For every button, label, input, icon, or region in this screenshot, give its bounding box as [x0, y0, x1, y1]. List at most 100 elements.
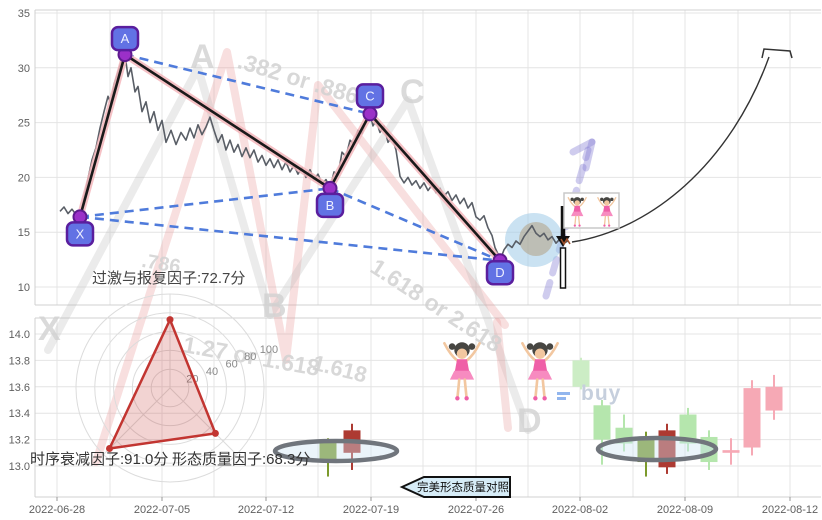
- compare-note-label: 完美形态质量对照: [417, 482, 509, 494]
- candle: [572, 360, 590, 387]
- dancer-shoe: [603, 224, 606, 227]
- radar-polygon: [108, 318, 217, 450]
- pattern-label-box: [110, 25, 140, 52]
- dancer-arm: [465, 341, 481, 363]
- dancer-bodice: [532, 359, 548, 372]
- x-tick-label: 2022-07-12: [238, 504, 294, 516]
- y-tick-label: 20: [18, 172, 30, 184]
- radar-scale-label: 100: [260, 344, 278, 356]
- x-tick-label: 2022-06-28: [29, 504, 85, 516]
- dancer-arm: [521, 341, 537, 363]
- dancer-icon: [443, 341, 481, 401]
- buy-watermark-label: buy: [581, 382, 622, 405]
- dancer-leg: [603, 215, 607, 226]
- dancer-shoe: [464, 396, 469, 401]
- dancer-leg: [534, 378, 539, 398]
- watermark-letter: B: [262, 287, 287, 325]
- dancer-face: [534, 348, 546, 360]
- dancer-tutu: [527, 370, 553, 380]
- dancer-hair: [610, 197, 614, 202]
- x-tick-label: 2022-07-05: [134, 504, 190, 516]
- x-tick-label: 2022-07-26: [448, 504, 504, 516]
- watermark-letter: D: [517, 402, 542, 440]
- dancer-tutu: [600, 211, 613, 217]
- buy-dash-icon: [557, 397, 566, 400]
- dancer-bodice: [454, 359, 470, 372]
- x-tick-label: 2022-07-19: [343, 504, 399, 516]
- dancer-arm: [443, 341, 459, 363]
- dancer-icon: [567, 197, 587, 227]
- dancer-leg: [463, 378, 468, 398]
- candle: [637, 438, 655, 463]
- buy-dash-icon: [557, 392, 570, 395]
- dancer-leg: [456, 378, 461, 398]
- candle-ellipse-ring: [595, 435, 719, 463]
- dancer-hair: [600, 197, 604, 202]
- watermark-ratio: .382 or .886: [235, 48, 362, 110]
- pattern-label: B: [326, 198, 335, 213]
- radar-scale-label: 80: [244, 351, 256, 363]
- pattern-label: A: [121, 31, 130, 46]
- y-tick-label: 13.6: [9, 382, 30, 394]
- y-tick-label: 13.0: [9, 461, 30, 473]
- time-decay-factor-label: 时序衰减因子:91.0分: [30, 451, 169, 468]
- dancer-shoe: [533, 396, 538, 401]
- pattern-label-box: [65, 221, 95, 247]
- candle-ellipse-ring: [272, 438, 400, 464]
- dancer-bodice: [573, 205, 581, 212]
- radar-spoke: [169, 387, 237, 455]
- dancer-face: [574, 200, 580, 206]
- shape-quality-factor-label: 形态质量因子:68.3分: [172, 451, 311, 468]
- watermark-letter: C: [400, 73, 425, 111]
- dancer-hair: [526, 343, 534, 350]
- candle: [319, 439, 337, 461]
- dancer-leg: [607, 215, 610, 226]
- dancer-shoe: [578, 224, 581, 227]
- y-tick-label: 14.0: [9, 329, 30, 341]
- y-tick-label: 10: [18, 282, 30, 294]
- dancer-arm: [608, 197, 617, 208]
- candle: [722, 450, 740, 453]
- overshoot-factor-label: 过激与报复因子:72.7分: [92, 270, 246, 287]
- pattern-label: X: [76, 226, 85, 241]
- dancer-hair: [570, 197, 574, 202]
- watermark-letter: X: [38, 310, 61, 348]
- y-tick-label: 13.4: [9, 408, 30, 420]
- dancer-arm: [578, 197, 587, 208]
- dancer-face: [604, 200, 610, 206]
- dancer-arm: [567, 197, 576, 208]
- radar-scale-label: 40: [206, 366, 218, 378]
- dancer-leg: [577, 215, 581, 226]
- dancer-hair: [546, 343, 554, 350]
- compare-arrow-box: [399, 476, 511, 498]
- watermark-letter: A: [190, 38, 215, 76]
- dancer-hair: [580, 197, 584, 202]
- dancer-arm: [543, 341, 559, 363]
- dancer-shoe: [573, 224, 576, 227]
- dancer-icon: [521, 341, 559, 401]
- dancer-shoe: [608, 224, 611, 227]
- dancer-face: [456, 348, 468, 360]
- y-tick-label: 35: [18, 8, 30, 20]
- radar-scale-label: 60: [225, 358, 237, 370]
- price-end-tick: [560, 237, 571, 246]
- pattern-marker: [362, 106, 378, 122]
- watermark-zigzag: [493, 318, 512, 432]
- radar-vertex-dot: [211, 429, 219, 437]
- pattern-label-box: [485, 259, 515, 286]
- y-tick-label: 15: [18, 227, 30, 239]
- radar-spoke: [103, 387, 171, 455]
- candle: [765, 386, 783, 411]
- curve-end-bracket: [761, 48, 793, 59]
- dancer-bodice: [603, 205, 611, 212]
- radar-vertex-dot: [106, 444, 114, 452]
- dancer-leg: [541, 378, 546, 398]
- flag-bar: [559, 247, 567, 289]
- dancer-leg: [574, 215, 577, 226]
- y-tick-label: 13.2: [9, 435, 30, 447]
- radar-vertex-dot: [166, 316, 174, 324]
- dancer-hair: [468, 343, 476, 350]
- pattern-dashed-line: [79, 187, 331, 219]
